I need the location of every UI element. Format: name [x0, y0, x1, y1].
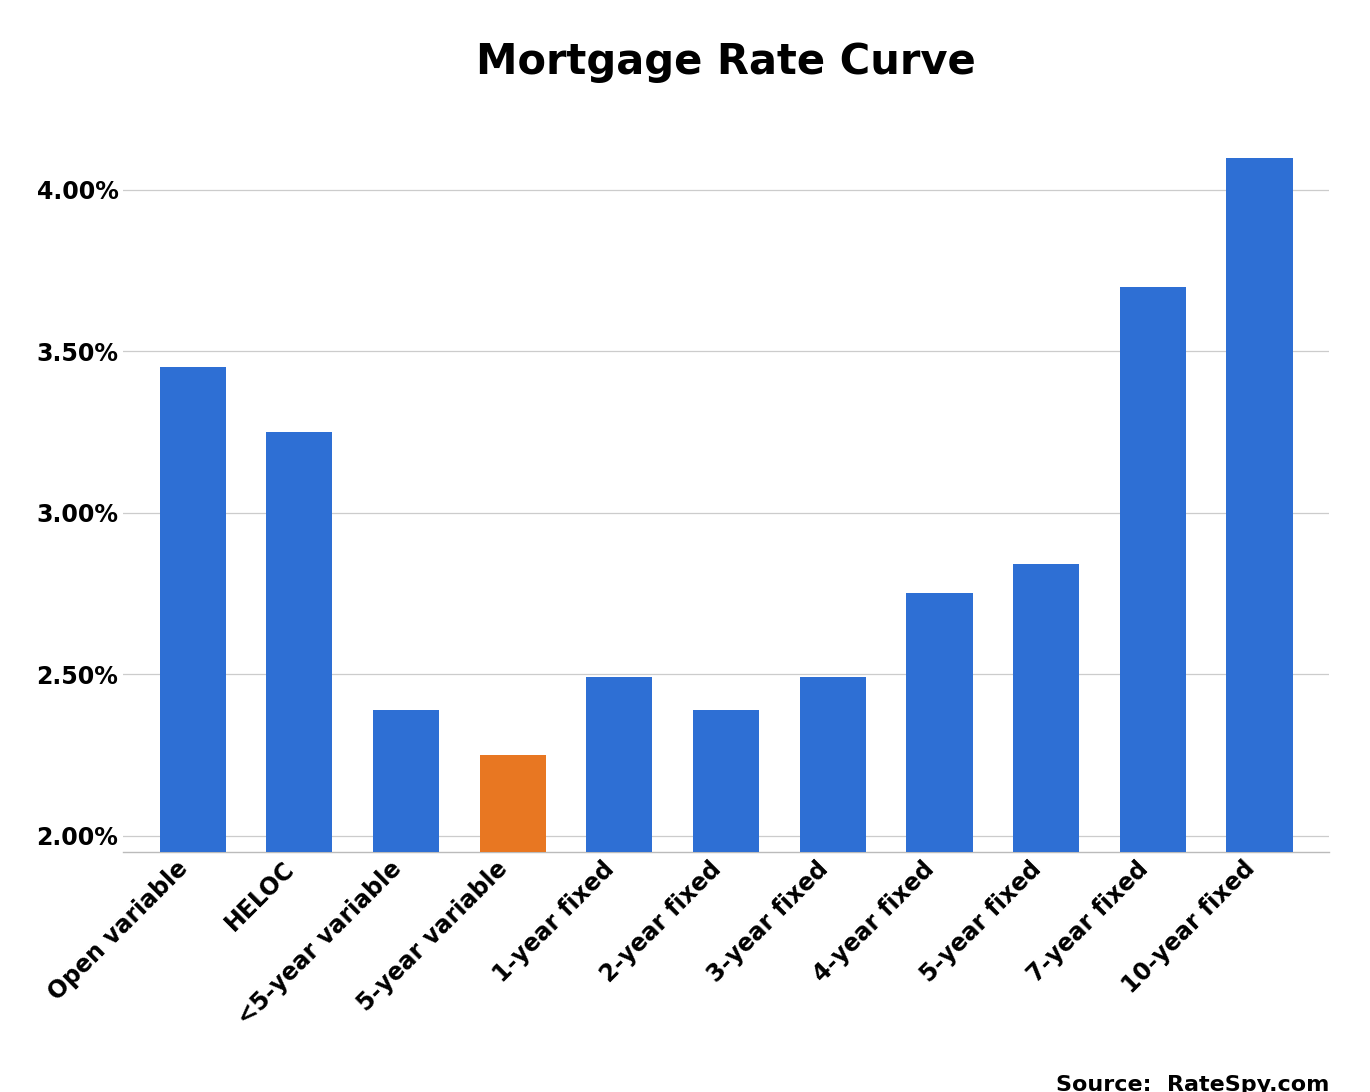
Bar: [1119, 287, 1186, 1092]
Bar: [1226, 157, 1293, 1092]
Bar: [693, 710, 759, 1092]
Bar: [479, 755, 545, 1092]
Bar: [800, 677, 866, 1092]
Bar: [373, 710, 440, 1092]
Bar: [266, 432, 333, 1092]
Bar: [586, 677, 652, 1092]
Bar: [1012, 565, 1080, 1092]
Bar: [159, 368, 226, 1092]
Text: Source:  RateSpy.com: Source: RateSpy.com: [1055, 1075, 1329, 1092]
Title: Mortgage Rate Curve: Mortgage Rate Curve: [477, 41, 975, 83]
Bar: [907, 593, 973, 1092]
